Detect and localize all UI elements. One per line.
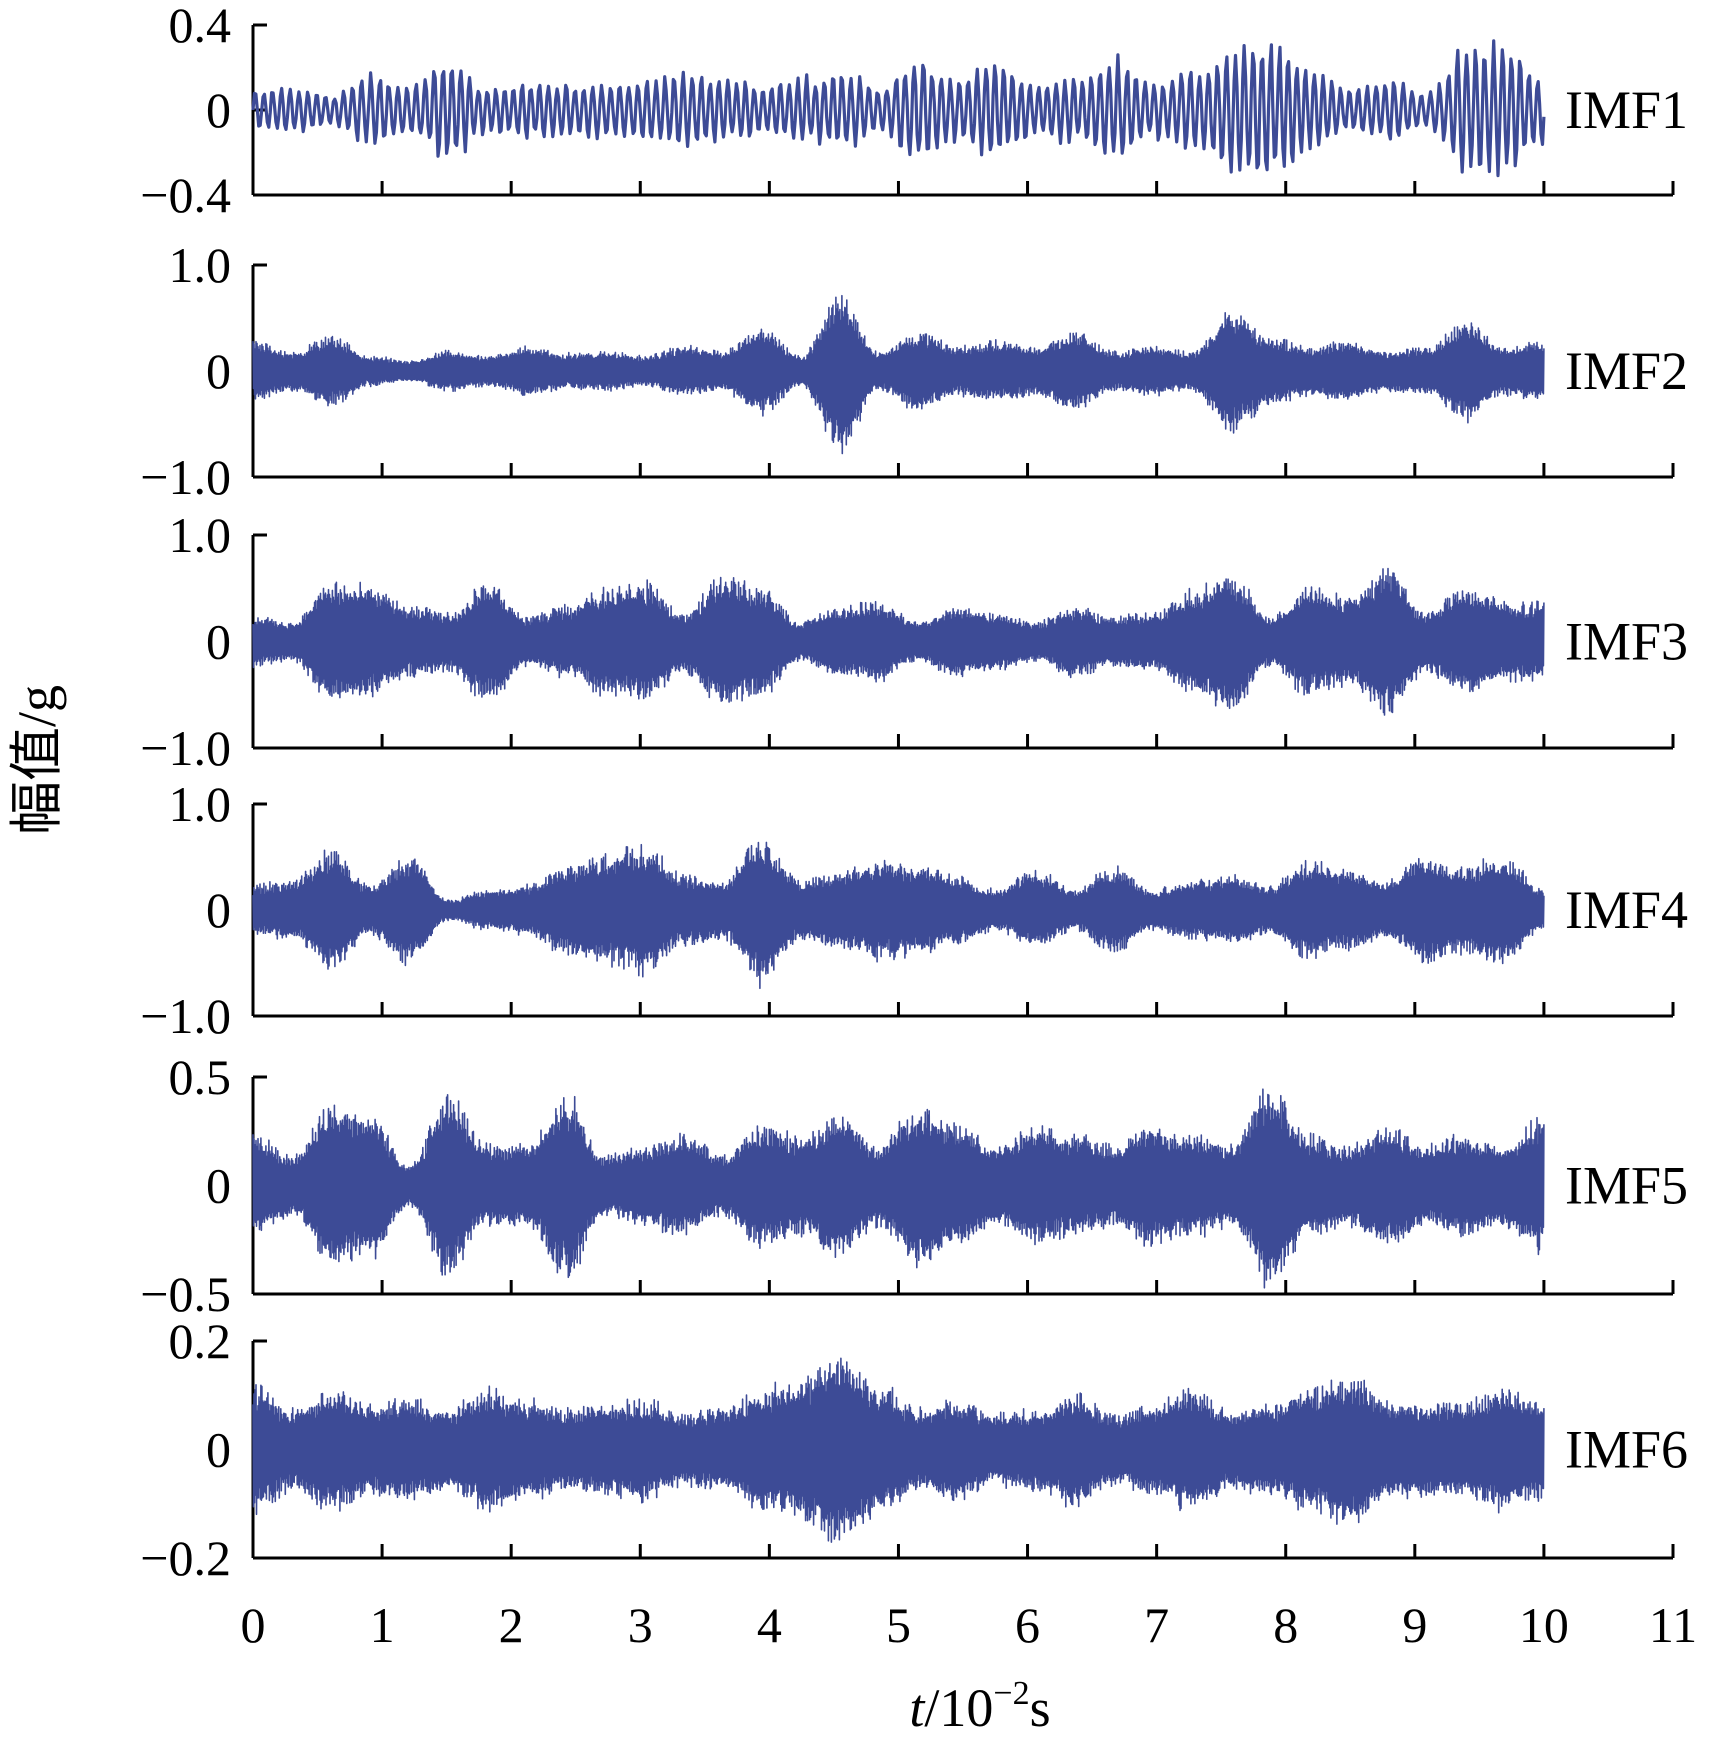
y-tick-label: −0.2 <box>140 1530 231 1586</box>
x-label-exponent: −2 <box>993 1675 1029 1712</box>
x-label-base: /10 <box>924 1678 993 1738</box>
y-tick-label: 1.0 <box>169 237 232 293</box>
panel-imf6: 0.2 0 −0.2 IMF6 <box>140 1313 1688 1586</box>
signal-imf3 <box>252 567 1545 716</box>
y-tick-label: 0.4 <box>169 0 232 53</box>
chart-panels: 0.4 0 −0.4 IMF1 1.0 0 −1.0 IMF2 1.0 0 −1.0 IMF3 1.0 0… <box>140 0 1697 1653</box>
x-tick-label: 11 <box>1649 1597 1697 1653</box>
x-tick-label: 0 <box>241 1597 266 1653</box>
y-tick-label: 0 <box>206 1422 231 1478</box>
series-label-imf5: IMF5 <box>1565 1156 1688 1216</box>
signal-imf2 <box>252 294 1545 455</box>
panel-imf5: 0.5 0 −0.5 IMF5 <box>140 1049 1688 1322</box>
y-tick-label: 0 <box>206 1158 231 1214</box>
signal-imf6 <box>252 1357 1545 1543</box>
series-label-imf2: IMF2 <box>1565 341 1688 401</box>
series-label-imf1: IMF1 <box>1565 80 1688 140</box>
y-tick-label: −0.4 <box>140 167 231 223</box>
y-tick-label: 0 <box>206 614 231 670</box>
x-tick-label: 8 <box>1273 1597 1298 1653</box>
y-tick-label: 1.0 <box>169 776 232 832</box>
series-label-imf6: IMF6 <box>1565 1420 1688 1480</box>
y-tick-label: 1.0 <box>169 507 232 563</box>
y-tick-label: 0.5 <box>169 1049 232 1105</box>
series-label-imf4: IMF4 <box>1565 880 1688 940</box>
y-tick-label: 0 <box>206 882 231 938</box>
x-tick-label: 9 <box>1402 1597 1427 1653</box>
y-axis-label: 幅值/g <box>7 685 67 835</box>
x-tick-label: 10 <box>1519 1597 1569 1653</box>
signal-imf5 <box>252 1088 1545 1289</box>
x-tick-label: 2 <box>499 1597 524 1653</box>
signal-imf1 <box>251 39 1546 178</box>
y-tick-label: −1.0 <box>140 988 231 1044</box>
signal-imf4 <box>252 841 1545 990</box>
panel-imf4: 1.0 0 −1.0 IMF4 <box>140 776 1688 1044</box>
panel-imf1: 0.4 0 −0.4 IMF1 <box>140 0 1688 223</box>
y-tick-label: 0 <box>206 343 231 399</box>
series-label-imf3: IMF3 <box>1565 612 1688 672</box>
x-label-unit: s <box>1030 1678 1051 1738</box>
x-tick-label: 1 <box>370 1597 395 1653</box>
y-tick-label: −1.0 <box>140 720 231 776</box>
x-tick-label: 3 <box>628 1597 653 1653</box>
y-tick-label: −1.0 <box>140 449 231 505</box>
x-tick-label: 4 <box>757 1597 782 1653</box>
x-label-variable: t <box>909 1678 926 1738</box>
panel-imf2: 1.0 0 −1.0 IMF2 <box>140 237 1688 505</box>
y-tick-label: 0 <box>206 82 231 138</box>
x-tick-label: 5 <box>886 1597 911 1653</box>
y-tick-label: −0.5 <box>140 1266 231 1322</box>
y-tick-label: 0.2 <box>169 1313 232 1369</box>
x-tick-label: 6 <box>1015 1597 1040 1653</box>
x-axis-label: t/10−2s <box>909 1675 1050 1738</box>
panel-imf3: 1.0 0 −1.0 IMF3 <box>140 507 1688 776</box>
x-tick-label: 7 <box>1144 1597 1169 1653</box>
